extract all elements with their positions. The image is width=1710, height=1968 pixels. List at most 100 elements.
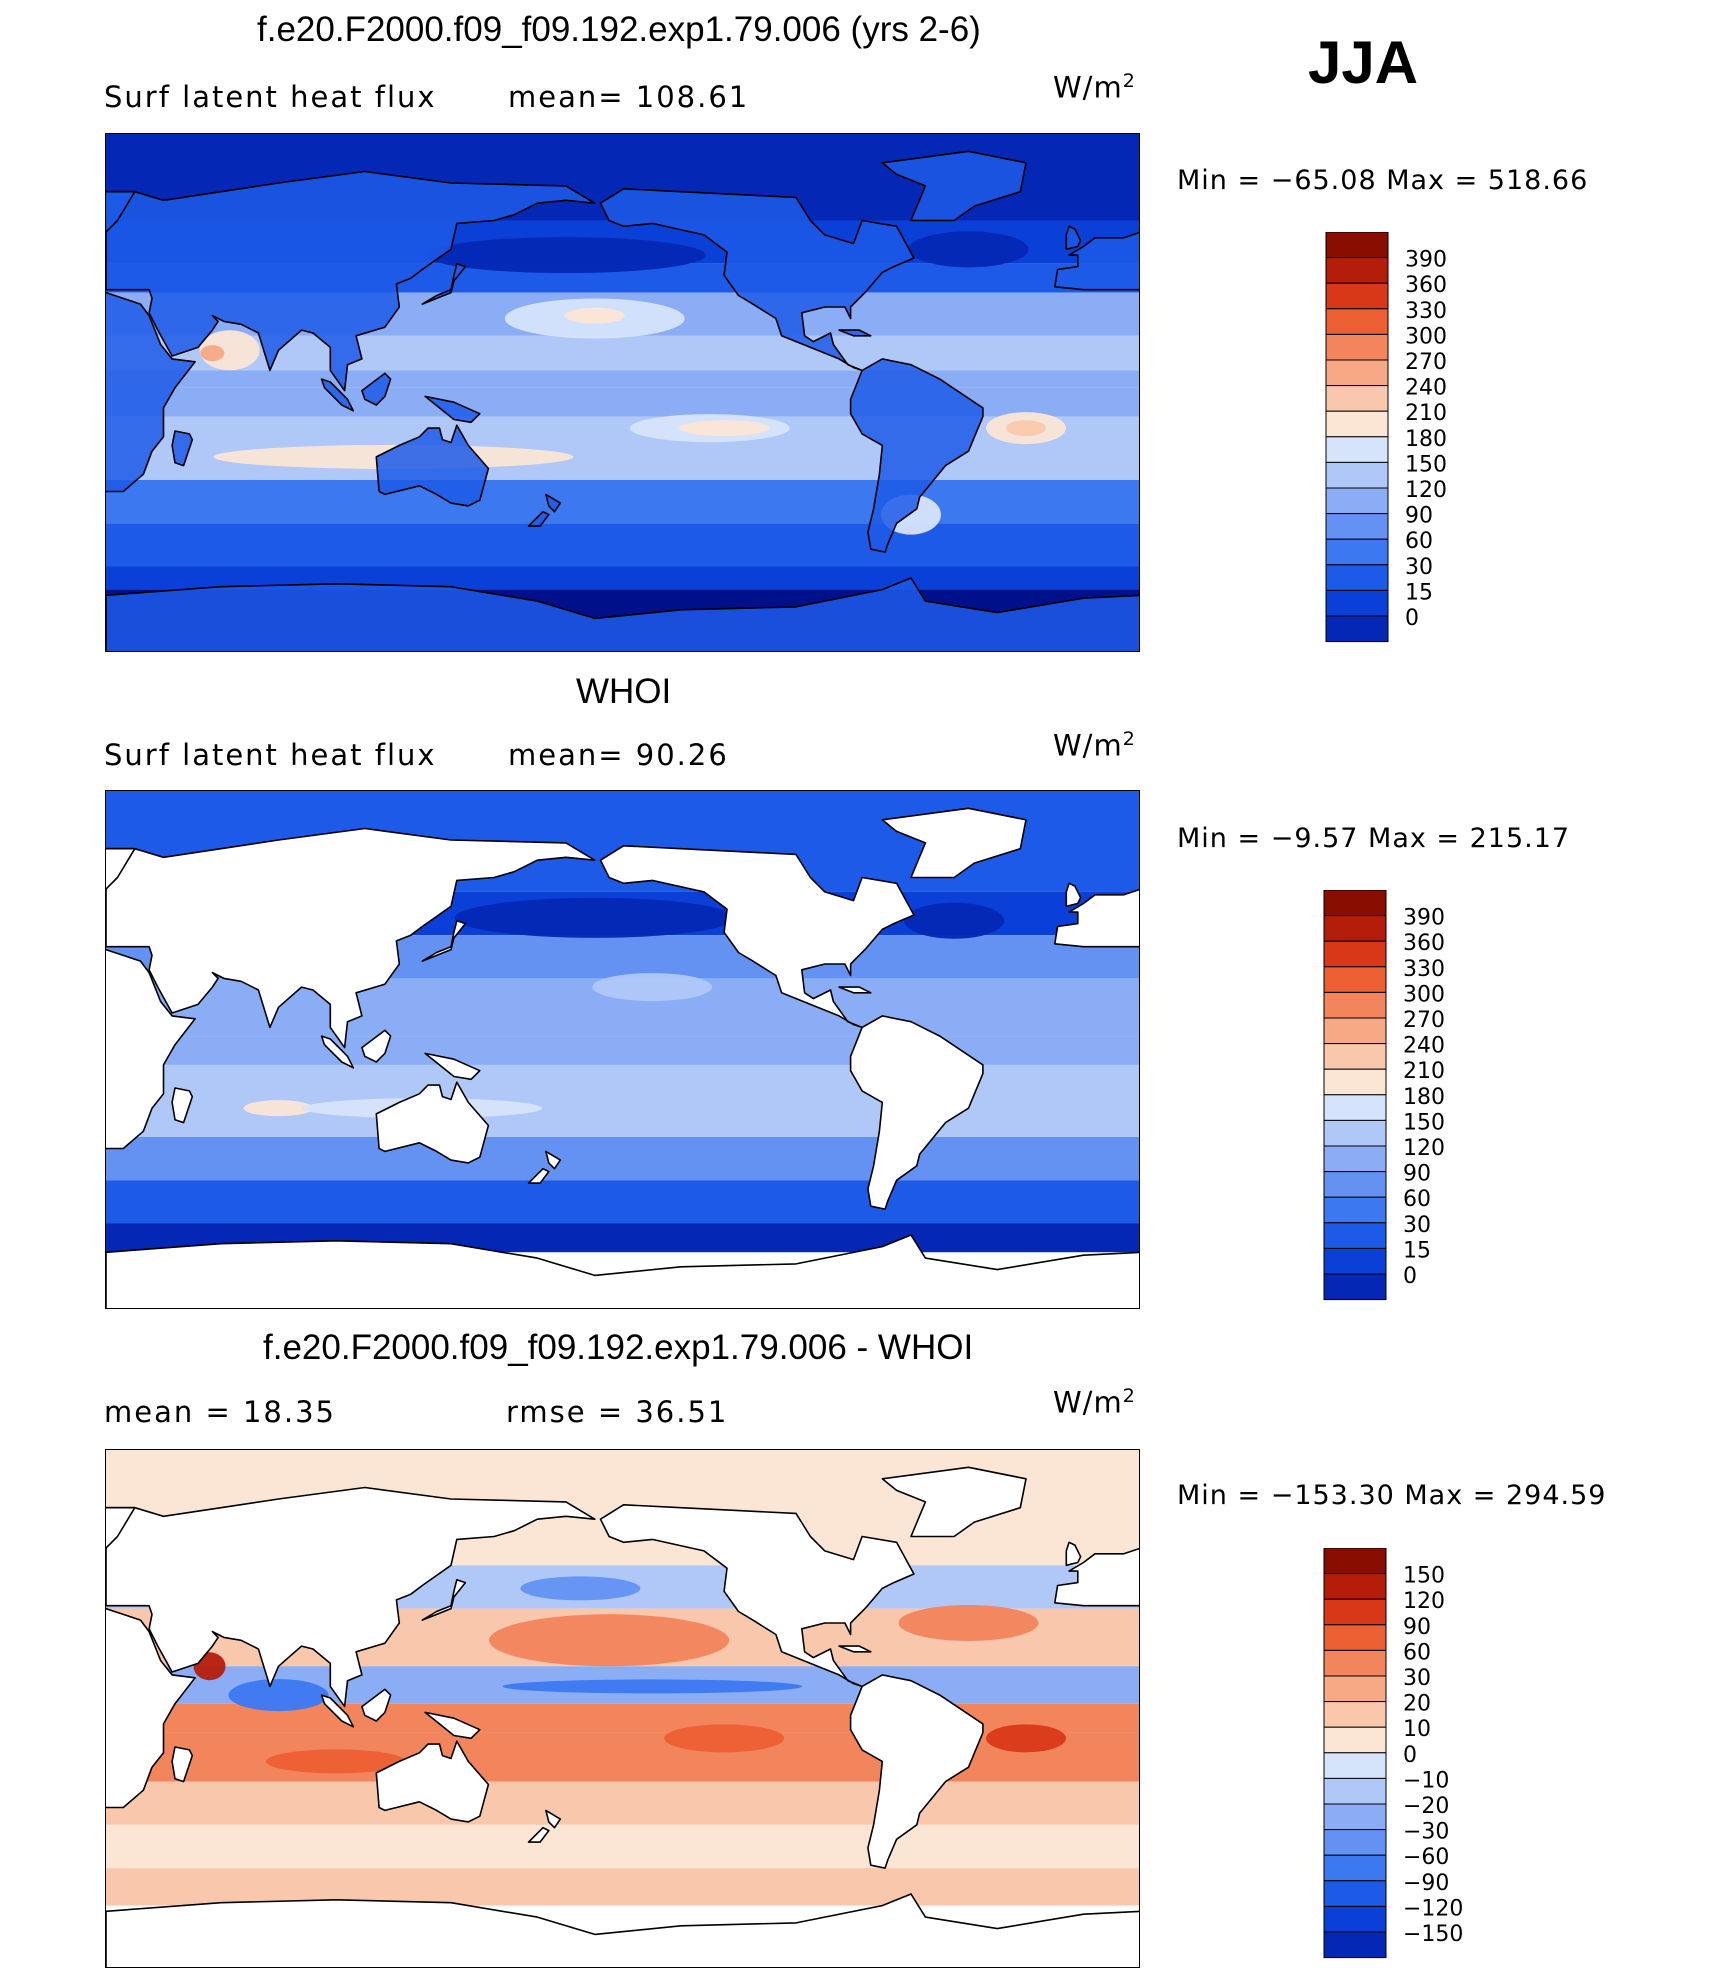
colorbar-swatch (1323, 1803, 1387, 1831)
coastline-nzn (545, 1150, 562, 1170)
colorbar-label: 30 (1403, 1213, 1431, 1238)
coastline-namerica (599, 1503, 915, 1688)
coastline-africa (106, 291, 196, 493)
colorbar-label: 270 (1403, 1008, 1445, 1033)
coastline-cuba (838, 986, 872, 994)
coastline-africa (106, 948, 196, 1150)
colorbar-swatch (1323, 1043, 1387, 1070)
coastline-africa (106, 1607, 196, 1809)
panel1-colorbar: 390 360 330 300 270 240 210 180 150 120 90 60 30 15 0 (1325, 232, 1505, 644)
colorbar-label: 240 (1403, 1034, 1445, 1059)
colorbar-swatch (1323, 1752, 1387, 1779)
colorbar-label: −10 (1403, 1768, 1449, 1793)
colorbar-label: 90 (1405, 504, 1433, 529)
coastline-antarctica (106, 1234, 1139, 1308)
colorbar-swatch (1323, 1701, 1387, 1728)
coastline-greenland (881, 807, 1027, 879)
colorbar-label: 390 (1403, 906, 1445, 931)
colorbar-swatch (1323, 915, 1387, 942)
panel1-title: f.e20.F2000.f09_f09.192.exp1.79.006 (yrs… (257, 10, 981, 49)
colorbar-swatch (1325, 359, 1389, 387)
colorbar-swatch (1323, 1931, 1387, 1959)
coastline-nzs (527, 1167, 550, 1184)
field-feature (986, 1724, 1066, 1753)
field-feature (489, 1614, 730, 1667)
coastline-png (424, 1711, 481, 1740)
colorbar-swatch (1325, 410, 1389, 438)
colorbar-swatch (1323, 1068, 1387, 1096)
coastline-australia (375, 1740, 490, 1823)
colorbar-label: 330 (1403, 957, 1445, 982)
colorbar-swatch (1325, 487, 1389, 515)
field-feature (1006, 420, 1046, 437)
colorbar-swatch (1323, 1145, 1387, 1173)
colorbar-swatch (1325, 564, 1389, 591)
panel1-map (105, 133, 1140, 652)
colorbar-swatch (1323, 1196, 1387, 1224)
panel2-min-max: Min = −9.57 Max = 215.17 (1177, 823, 1571, 854)
field-band (106, 416, 1139, 480)
colorbar-label: 30 (1403, 1666, 1431, 1691)
colorbar-swatch (1323, 1094, 1387, 1121)
colorbar-swatch (1323, 1854, 1387, 1882)
field-feature (454, 897, 735, 938)
colorbar-swatch (1325, 308, 1389, 335)
colorbar-swatch (1323, 1247, 1387, 1275)
field-band (106, 370, 1139, 388)
colorbar-label: 0 (1405, 606, 1419, 631)
colorbar-swatch (1325, 538, 1389, 566)
coastline-antarctica (106, 577, 1139, 651)
coastline-britain (1065, 225, 1082, 251)
colorbar-label: −90 (1403, 1871, 1449, 1896)
colorbar-swatch (1323, 1905, 1387, 1933)
panel3-units: W/m2 (1053, 1385, 1136, 1420)
colorbar-label: −150 (1403, 1922, 1463, 1947)
colorbar-swatch (1325, 282, 1389, 310)
field-feature (908, 231, 1029, 268)
coastline-euwest (1053, 1547, 1139, 1607)
coastline-sumatra (320, 378, 355, 412)
coastline-png (424, 1052, 481, 1081)
field-feature (592, 973, 713, 1002)
colorbar-label: 300 (1405, 324, 1447, 349)
colorbar-label: 150 (1405, 452, 1447, 477)
panel3-coastlines (106, 1466, 1139, 1967)
coastline-borneo (361, 372, 392, 406)
colorbar-swatch (1325, 589, 1389, 617)
colorbar-swatch (1323, 1548, 1387, 1575)
field-feature (898, 1605, 1039, 1641)
coastline-eurasia (106, 827, 596, 1049)
panel2-mean-label: mean= 90.26 (508, 738, 729, 772)
coastline-nzn (545, 493, 562, 513)
colorbar-label: 120 (1405, 478, 1447, 503)
colorbar-swatch (1325, 513, 1389, 540)
coastline-eurasia (106, 1486, 596, 1708)
colorbar-label: 360 (1403, 931, 1445, 956)
coastline-samerica (849, 1674, 984, 1869)
panel2-field (106, 791, 1139, 1308)
panel2-map (105, 790, 1140, 1309)
colorbar-swatch (1323, 1829, 1387, 1856)
field-feature (564, 307, 625, 324)
field-band (106, 1732, 1139, 1782)
coastline-samerica (849, 1015, 984, 1210)
panel2-title: WHOI (576, 672, 672, 711)
coastline-greenland (881, 1466, 1027, 1538)
coastline-japan (421, 1579, 467, 1621)
colorbar-label: 120 (1403, 1136, 1445, 1161)
field-band (106, 480, 1139, 524)
colorbar-swatch (1323, 1675, 1387, 1703)
colorbar-label: 10 (1403, 1717, 1431, 1742)
coastline-australia (375, 424, 490, 507)
colorbar-swatch (1325, 257, 1389, 284)
coastline-scandinavia (106, 847, 136, 890)
colorbar-swatch (1323, 1777, 1387, 1805)
coastline-britain (1065, 882, 1082, 908)
field-band (106, 1180, 1139, 1224)
colorbar-label: 150 (1403, 1110, 1445, 1135)
colorbar-swatch (1323, 1273, 1387, 1301)
colorbar-swatch (1323, 940, 1387, 968)
colorbar-label: 300 (1403, 982, 1445, 1007)
colorbar-swatch (1323, 1222, 1387, 1249)
field-feature (228, 1679, 329, 1712)
